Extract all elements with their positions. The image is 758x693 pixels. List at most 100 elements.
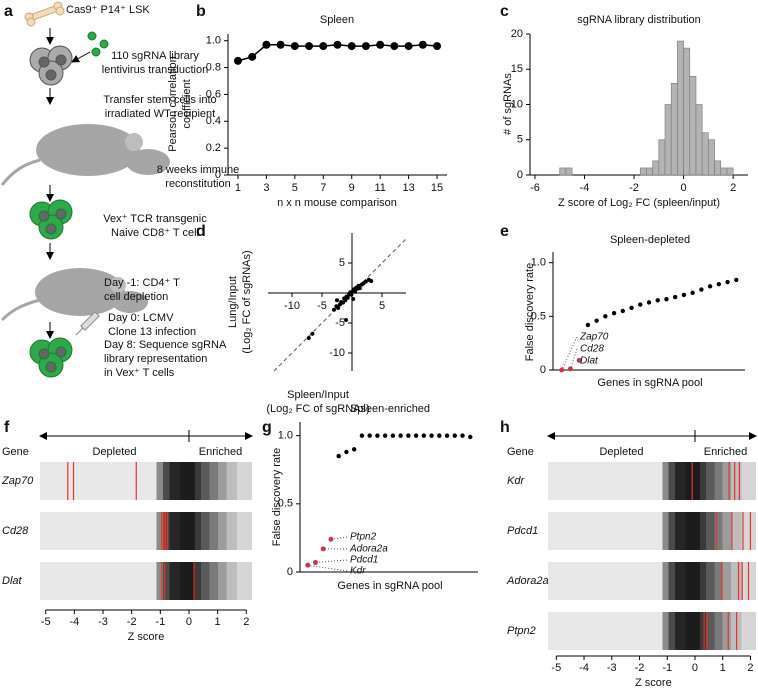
y-tick-label: 0 xyxy=(287,566,293,578)
bar xyxy=(708,139,715,176)
x-tick-label: 3 xyxy=(263,182,269,194)
highlight-point xyxy=(320,546,326,552)
t-cells xyxy=(29,199,73,240)
y-tick-label: 0 xyxy=(517,169,523,181)
density-strip xyxy=(548,512,756,550)
header-left: Depleted xyxy=(599,446,643,458)
highlight-point xyxy=(567,366,573,372)
point xyxy=(664,297,669,302)
stem-cells xyxy=(29,45,73,86)
leader-line xyxy=(561,336,578,371)
density-strip xyxy=(40,512,252,550)
point xyxy=(725,279,730,285)
step-text: Transfer stem cells into xyxy=(103,94,216,106)
x-tick-label: 15 xyxy=(431,182,443,194)
y-axis-label: Pearson correlation xyxy=(167,56,179,151)
bar xyxy=(646,167,653,176)
x-tick-label: 7 xyxy=(320,182,326,194)
point xyxy=(335,298,339,303)
bar xyxy=(658,139,666,176)
point xyxy=(611,310,617,316)
gene-label: Cd28 xyxy=(2,525,29,537)
point xyxy=(351,297,356,301)
point xyxy=(367,433,372,438)
highlight-point xyxy=(305,562,311,568)
bar xyxy=(639,167,647,176)
t-cells xyxy=(29,337,73,378)
panel-label: e xyxy=(500,223,509,240)
y-axis-label: Lung/Input xyxy=(227,276,239,328)
point xyxy=(421,433,427,438)
y-tick-label: 0.2 xyxy=(206,142,221,154)
point xyxy=(345,295,350,300)
point xyxy=(390,433,396,438)
density-strip xyxy=(548,562,756,600)
x-tick-label: 13 xyxy=(402,182,414,194)
bar xyxy=(695,104,703,176)
point xyxy=(359,433,365,438)
y-tick-label: 0 xyxy=(215,169,221,181)
step-text: 8 weeks immune xyxy=(157,164,240,176)
header-right: Enriched xyxy=(704,446,747,458)
bar xyxy=(677,40,684,176)
x-tick-label: 5 xyxy=(379,300,385,312)
point-label: Zap70 xyxy=(579,332,609,343)
step-text: in Vex⁺ T cells xyxy=(104,367,175,379)
gene-label: Pdcd1 xyxy=(507,525,538,537)
x-tick-label: -4 xyxy=(579,662,589,674)
step-text: Cas9⁺ P14⁺ LSK xyxy=(66,4,150,16)
point xyxy=(460,433,465,438)
step-text: Naive CD8⁺ T cell xyxy=(111,227,199,239)
point xyxy=(306,336,311,340)
x-tick-label: -1 xyxy=(155,616,165,628)
point xyxy=(363,279,368,284)
x-axis-label: Z score xyxy=(128,631,165,643)
panel-label: d xyxy=(196,223,206,240)
chart-title: Spleen-enriched xyxy=(350,403,430,415)
x-tick-label: 2 xyxy=(747,662,753,674)
x-axis-label: Z score xyxy=(635,677,672,689)
density-strip xyxy=(40,562,252,600)
y-axis-label: False discovery rate xyxy=(524,263,536,361)
point xyxy=(468,434,473,440)
point xyxy=(452,433,457,438)
leader-line xyxy=(307,564,348,572)
bar xyxy=(670,83,678,176)
point xyxy=(603,314,608,319)
y-tick-label: 0.6 xyxy=(206,88,221,100)
step-text: library representation xyxy=(104,353,207,365)
y-tick-label: -5 xyxy=(335,317,345,329)
point xyxy=(672,294,678,300)
header-gene: Gene xyxy=(507,446,534,458)
step-text: Clone 13 infection xyxy=(108,326,196,338)
point xyxy=(646,300,652,305)
bar xyxy=(664,104,672,176)
x-tick-label: -3 xyxy=(98,616,108,628)
y-axis-label: False discovery rate xyxy=(271,448,283,546)
bone-icon xyxy=(24,1,65,27)
step-text: Vex⁺ TCR transgenic xyxy=(103,213,207,225)
point xyxy=(262,40,271,49)
x-tick-label: 0 xyxy=(186,616,192,628)
bar xyxy=(714,160,722,176)
density-strip xyxy=(548,612,756,650)
y-tick-label: -10 xyxy=(329,347,345,359)
x-tick-label: 0 xyxy=(692,662,698,674)
x-tick-label: 0 xyxy=(681,182,687,194)
x-tick-label: -6 xyxy=(530,182,540,194)
point xyxy=(433,42,442,51)
point xyxy=(404,42,413,51)
virus-icon xyxy=(87,31,109,57)
leader-line xyxy=(315,559,348,563)
step-text: Day 8: Sequence sgRNA xyxy=(104,339,227,351)
point-label: Dlat xyxy=(580,356,599,367)
y-tick-label: 15 xyxy=(511,63,523,75)
x-tick-label: -2 xyxy=(127,616,137,628)
point xyxy=(333,40,342,49)
bar xyxy=(565,167,573,176)
x-tick-label: -5 xyxy=(41,616,51,628)
bar xyxy=(683,47,691,176)
point xyxy=(347,42,356,51)
panel-label: a xyxy=(4,3,13,20)
x-tick-label: -2 xyxy=(629,182,639,194)
